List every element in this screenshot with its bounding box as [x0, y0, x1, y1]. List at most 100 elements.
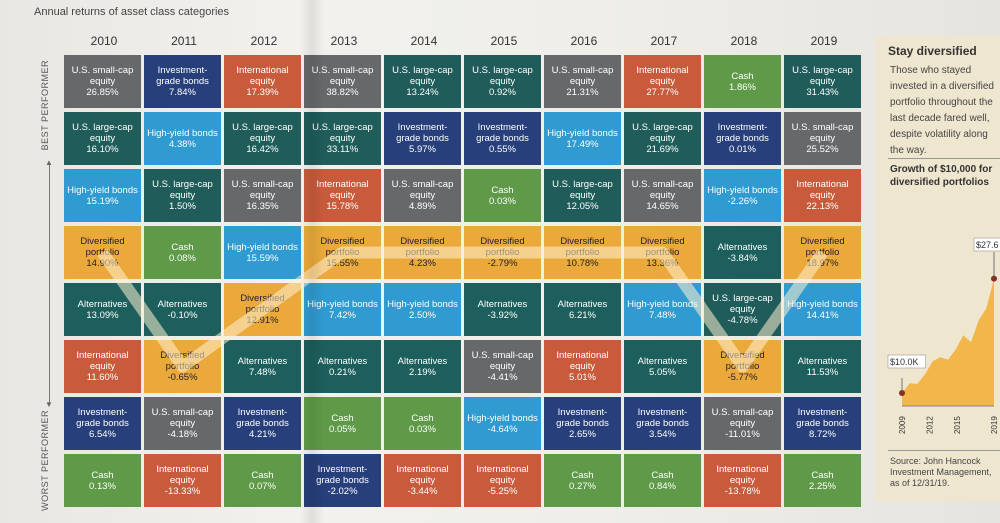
cell-return: -4.64%: [487, 423, 518, 435]
cell-category: Cash: [811, 469, 834, 481]
cell-return: 5.01%: [569, 372, 596, 383]
cell-div: Diversified portfolio -2.79%: [464, 226, 541, 279]
cell-category: U.S. large-cap equity: [312, 122, 373, 144]
cell-cash: Cash 0.05%: [304, 397, 381, 450]
year-header: 2015: [490, 34, 518, 48]
cell-ig: Investment- grade bonds 6.54%: [64, 397, 141, 450]
cell-category: Cash: [171, 241, 194, 253]
cell-category: Diversified portfolio: [320, 236, 365, 258]
cell-category: High-yield bonds: [627, 298, 698, 310]
year-header: 2019: [810, 34, 838, 48]
cell-return: -0.10%: [167, 309, 198, 321]
cell-return: 25.52%: [806, 144, 839, 155]
cell-return: -3.92%: [487, 309, 518, 321]
cell-category: U.S. small-cap equity: [471, 350, 534, 372]
cell-hy: High-yield bonds -2.26%: [704, 169, 781, 222]
cell-category: U.S. large-cap equity: [72, 122, 133, 144]
sidebar-body: Those who stayed invested in a diversifi…: [890, 65, 994, 156]
cell-category: Cash: [491, 184, 514, 196]
cell-category: Diversified portfolio: [640, 236, 685, 258]
cell-category: High-yield bonds: [707, 184, 778, 196]
cell-category: Investment- grade bonds: [76, 407, 129, 429]
cell-smallcap: U.S. small-cap equity 14.65%: [624, 169, 701, 222]
cell-return: 21.31%: [566, 87, 599, 98]
cell-category: International equity: [556, 350, 609, 372]
axis-worst-label: WORST PERFORMER: [40, 410, 50, 511]
cell-return: 0.92%: [489, 87, 516, 98]
cell-category: High-yield bonds: [547, 127, 618, 139]
cell-return: 0.01%: [729, 144, 756, 155]
cell-return: 8.72%: [809, 429, 836, 440]
cell-category: Investment- grade bonds: [396, 122, 449, 144]
cell-category: Investment- grade bonds: [316, 464, 369, 486]
cell-category: Cash: [251, 469, 274, 481]
arrow-down-icon: ▼: [45, 400, 53, 409]
cell-category: High-yield bonds: [467, 412, 538, 424]
cell-return: -2.79%: [487, 258, 518, 269]
cell-largecap: U.S. large-cap equity 16.10%: [64, 112, 141, 165]
year-header: 2014: [410, 34, 438, 48]
cell-hy: High-yield bonds 17.49%: [544, 112, 621, 165]
cell-return: 15.59%: [246, 252, 279, 264]
cell-category: Cash: [731, 70, 754, 82]
cell-intl: International equity -3.44%: [384, 454, 461, 507]
cell-intl: International equity 27.77%: [624, 55, 701, 108]
cell-return: 0.05%: [329, 423, 356, 435]
cell-largecap: U.S. large-cap equity 12.05%: [544, 169, 621, 222]
cell-hy: High-yield bonds 15.59%: [224, 226, 301, 279]
cell-return: 0.13%: [89, 480, 116, 492]
cell-category: Alternatives: [797, 355, 848, 367]
cell-return: 0.08%: [169, 252, 196, 264]
cell-alt: Alternatives 5.05%: [624, 340, 701, 393]
cell-return: 16.42%: [246, 144, 279, 155]
cell-cash: Cash 2.25%: [784, 454, 861, 507]
cell-return: 2.50%: [409, 309, 436, 321]
cell-intl: International equity 15.78%: [304, 169, 381, 222]
cell-return: -4.78%: [727, 315, 758, 326]
cell-return: 4.23%: [409, 258, 436, 269]
cell-category: Diversified portfolio: [560, 236, 605, 258]
cell-smallcap: U.S. small-cap equity -4.18%: [144, 397, 221, 450]
cell-ig: Investment- grade bonds 0.55%: [464, 112, 541, 165]
year-header: 2011: [171, 34, 197, 48]
cell-return: 3.54%: [649, 429, 676, 440]
cell-smallcap: U.S. small-cap equity -11.01%: [704, 397, 781, 450]
cell-return: 7.48%: [249, 366, 276, 378]
cell-return: 31.43%: [806, 87, 839, 98]
cell-category: U.S. small-cap equity: [71, 65, 134, 87]
cell-category: Cash: [651, 469, 674, 481]
cell-intl: International equity 5.01%: [544, 340, 621, 393]
year-header: 2017: [650, 34, 678, 48]
cell-return: 0.84%: [649, 480, 676, 492]
cell-intl: International equity 17.39%: [224, 55, 301, 108]
cell-largecap: U.S. large-cap equity 21.69%: [624, 112, 701, 165]
cell-ig: Investment- grade bonds 4.21%: [224, 397, 301, 450]
cell-return: 13.09%: [86, 309, 119, 321]
cell-category: International equity: [396, 464, 449, 486]
cell-return: 1.86%: [729, 81, 756, 93]
cell-category: Alternatives: [717, 241, 768, 253]
cell-return: 21.69%: [646, 144, 679, 155]
cell-div: Diversified portfolio 13.36%: [624, 226, 701, 279]
cell-category: High-yield bonds: [227, 241, 298, 253]
cell-alt: Alternatives 7.48%: [224, 340, 301, 393]
year-header: 2016: [570, 34, 598, 48]
cell-category: Alternatives: [637, 355, 688, 367]
cell-return: 18.97%: [806, 258, 839, 269]
cell-ig: Investment- grade bonds 0.01%: [704, 112, 781, 165]
cell-ig: Investment- grade bonds 8.72%: [784, 397, 861, 450]
cell-return: -2.02%: [327, 486, 358, 497]
cell-return: -13.33%: [164, 486, 201, 497]
cell-category: High-yield bonds: [307, 298, 378, 310]
cell-return: 0.03%: [489, 195, 516, 207]
cell-return: -5.77%: [727, 372, 758, 383]
cell-return: -3.44%: [407, 486, 438, 497]
cell-return: 2.25%: [809, 480, 836, 492]
cell-category: Cash: [331, 412, 354, 424]
cell-return: -5.25%: [487, 486, 518, 497]
cell-return: 0.07%: [249, 480, 276, 492]
cell-category: U.S. large-cap equity: [392, 65, 453, 87]
cell-largecap: U.S. large-cap equity 1.50%: [144, 169, 221, 222]
cell-alt: Alternatives -3.84%: [704, 226, 781, 279]
growth-end-dot: [991, 275, 997, 282]
